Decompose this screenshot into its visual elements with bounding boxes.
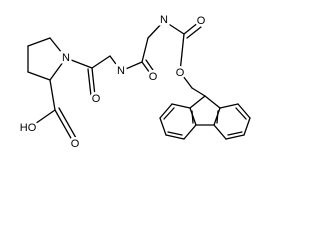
atom-label: N [117,65,125,77]
atom-labels: N O N O N O O HO O [17,12,208,153]
structure-diagram: N O N O N O O HO O [17,12,251,153]
atom-label: N [160,14,168,26]
atom-label: N [62,52,70,64]
atom-label: O [149,71,158,83]
bonds [27,20,251,141]
atom-label: O [92,93,101,105]
atom-label: HO [20,122,37,134]
atom-label: O [71,138,80,150]
atom-label: O [197,15,206,27]
atom-label: O [176,67,185,79]
